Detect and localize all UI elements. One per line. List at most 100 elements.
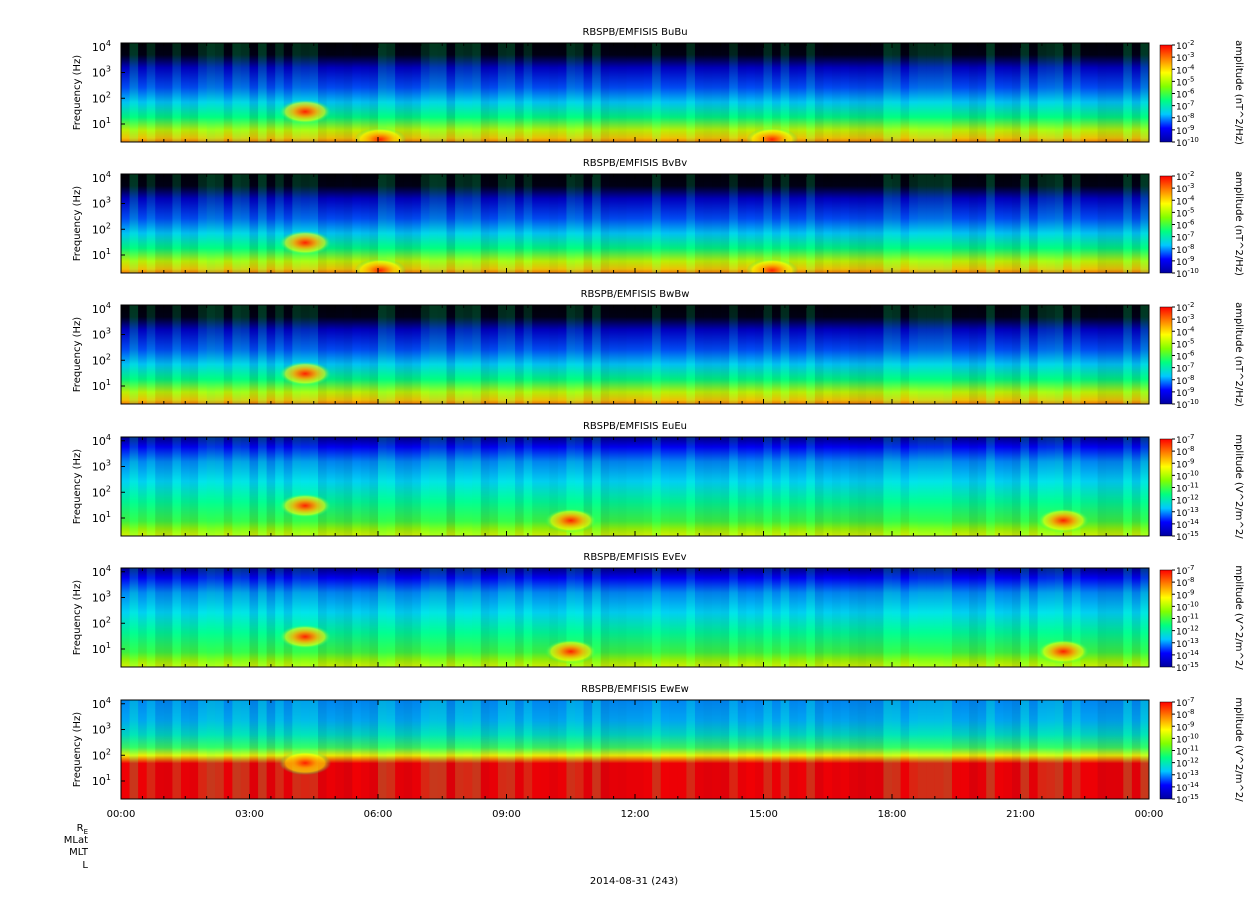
spectrogram-column xyxy=(395,437,404,536)
spectrogram-column xyxy=(840,305,850,404)
spectrogram-column xyxy=(172,305,181,404)
spectrogram-column xyxy=(943,437,952,536)
spectrogram-column xyxy=(1114,305,1124,404)
spectrogram-column xyxy=(1123,437,1132,536)
spectrogram-column xyxy=(797,700,807,799)
spectrogram-column xyxy=(583,437,593,536)
spectrogram-column xyxy=(1089,43,1098,142)
y-tick-label: 102 xyxy=(92,221,111,236)
spectrogram-area xyxy=(121,305,1149,404)
spectrogram-column xyxy=(806,437,815,536)
emission-band xyxy=(354,258,407,273)
spectrogram-column xyxy=(480,174,490,273)
spectrogram-column xyxy=(746,437,755,536)
spectrogram-column xyxy=(1140,568,1149,667)
spectrogram-column xyxy=(969,700,978,799)
spectrogram-column xyxy=(549,43,558,142)
spectrogram-column xyxy=(977,437,987,536)
spectrogram-column xyxy=(1071,700,1081,799)
spectrogram-column xyxy=(960,43,970,142)
y-tick-base: 10 xyxy=(92,249,106,262)
spectrogram-column xyxy=(198,305,207,404)
spectrogram-column xyxy=(729,437,738,536)
y-tick-base: 10 xyxy=(92,617,106,630)
spectrogram-column xyxy=(789,568,798,667)
spectrogram-area xyxy=(121,43,1149,142)
colorbar-tick-base: 10 xyxy=(1176,652,1188,662)
colorbar-tick-base: 10 xyxy=(1176,222,1188,232)
colorbar-tick-exponent: -15 xyxy=(1187,793,1198,801)
y-tick-label: 104 xyxy=(92,301,111,316)
x-tick-label: 12:00 xyxy=(621,809,650,820)
spectrogram-column xyxy=(694,43,704,142)
spectrogram-column xyxy=(189,43,199,142)
spectrogram-column xyxy=(1140,43,1149,142)
colorbar-tick-base: 10 xyxy=(1176,103,1188,113)
colorbar-tick-base: 10 xyxy=(1176,66,1188,76)
spectrogram-column xyxy=(292,174,301,273)
spectrogram-column xyxy=(206,568,216,667)
panel-3: RBSPB/EMFISIS BwBw101102103104Frequency … xyxy=(72,289,1244,411)
spectrogram-column xyxy=(343,437,353,536)
spectrogram-column xyxy=(180,568,190,667)
spectrogram-column xyxy=(600,700,610,799)
spectrogram-column xyxy=(1071,568,1081,667)
spectrogram-column xyxy=(1106,437,1115,536)
colorbar-tick-base: 10 xyxy=(1176,54,1188,64)
spectrogram-column xyxy=(635,437,644,536)
emission-band xyxy=(279,493,332,518)
colorbar-tick-label: 10-7 xyxy=(1176,564,1194,577)
spectrogram-column xyxy=(506,174,516,273)
spectrogram-column xyxy=(789,43,798,142)
spectrogram-column xyxy=(969,305,978,404)
spectrogram-column xyxy=(489,43,498,142)
spectrogram-column xyxy=(275,174,284,273)
spectrogram-column xyxy=(1046,700,1055,799)
spectrogram-column xyxy=(951,43,961,142)
colorbar-tick-base: 10 xyxy=(1176,533,1188,543)
y-tick-exponent: 3 xyxy=(106,459,111,468)
spectrogram-column xyxy=(300,568,310,667)
y-tick-label: 102 xyxy=(92,615,111,630)
spectrogram-column xyxy=(480,43,490,142)
spectrogram-column xyxy=(532,568,541,667)
spectrogram-column xyxy=(266,568,276,667)
y-tick-label: 102 xyxy=(92,747,111,762)
spectrogram-column xyxy=(969,568,978,667)
spectrogram-column xyxy=(378,700,387,799)
spectrogram-column xyxy=(249,568,259,667)
spectrogram-column xyxy=(455,437,464,536)
spectrogram-column xyxy=(275,305,284,404)
spectrogram-column xyxy=(378,305,387,404)
spectrogram-column xyxy=(369,174,378,273)
colorbar xyxy=(1159,701,1173,800)
spectrogram-column xyxy=(1011,43,1021,142)
spectrogram-column xyxy=(343,568,353,667)
spectrogram-column xyxy=(754,43,764,142)
spectrogram-column xyxy=(240,305,250,404)
spectrogram-column xyxy=(163,305,173,404)
colorbar-tick-base: 10 xyxy=(1176,509,1188,519)
y-tick-label: 103 xyxy=(92,590,111,605)
spectrogram-column xyxy=(326,305,336,404)
spectrogram-column xyxy=(686,305,695,404)
spectrogram-column xyxy=(737,437,747,536)
spectrogram-column xyxy=(763,305,773,404)
spectrogram-column xyxy=(335,43,344,142)
spectrogram-column xyxy=(1020,568,1030,667)
spectrogram-column xyxy=(223,305,233,404)
spectrogram-column xyxy=(1003,568,1012,667)
colorbar-tick-base: 10 xyxy=(1176,711,1188,721)
panel-title: RBSPB/EMFISIS EuEu xyxy=(583,421,687,432)
colorbar xyxy=(1159,44,1173,143)
colorbar-tick-exponent: -5 xyxy=(1187,206,1194,214)
spectrogram-column xyxy=(283,437,293,536)
spectrogram-column xyxy=(772,700,781,799)
y-tick-label: 101 xyxy=(92,641,111,656)
spectrogram-column xyxy=(977,568,987,667)
spectrogram-column xyxy=(386,568,396,667)
spectrogram-column xyxy=(866,700,875,799)
colorbar-tick-label: 10-7 xyxy=(1176,433,1194,446)
spectrogram-column xyxy=(155,437,164,536)
colorbar-tick-base: 10 xyxy=(1176,796,1188,806)
